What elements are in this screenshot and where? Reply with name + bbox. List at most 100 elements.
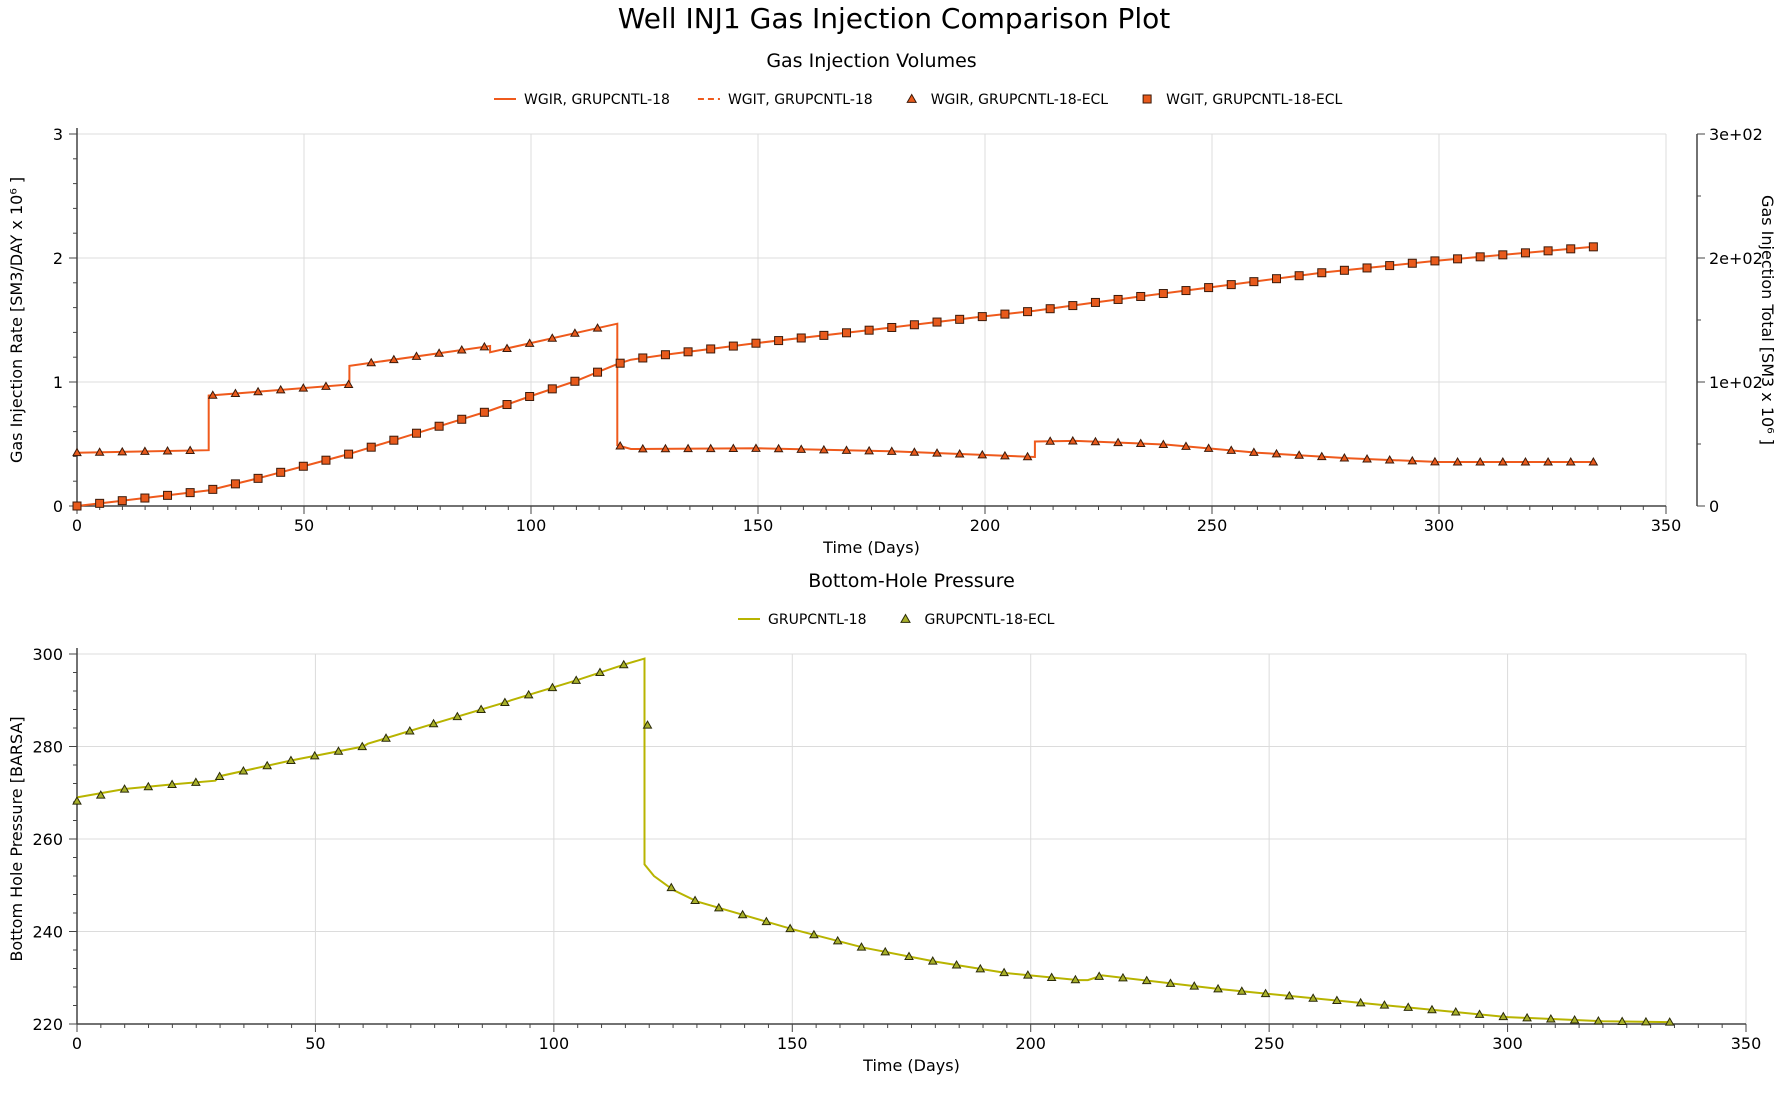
data-point-triangle xyxy=(434,348,444,357)
data-point-triangle xyxy=(119,784,130,793)
x-tick-label: 250 xyxy=(1254,1034,1285,1053)
data-point-triangle xyxy=(1498,1011,1509,1021)
data-point-square xyxy=(95,498,105,508)
gas-injection-panel: Gas Injection Volumes WGIR, GRUPCNTL-18 WG… xyxy=(7,50,1777,557)
data-point-square xyxy=(660,350,670,360)
data-point-triangle xyxy=(1308,993,1318,1002)
data-point-triangle xyxy=(1355,997,1366,1007)
data-point-triangle xyxy=(262,760,273,770)
data-point-square xyxy=(321,455,331,465)
data-point-triangle xyxy=(275,384,286,394)
data-point-triangle xyxy=(1213,983,1223,993)
data-point-triangle xyxy=(321,381,331,390)
data-point-triangle xyxy=(1090,436,1101,446)
data-point-triangle xyxy=(761,916,772,926)
data-point-square xyxy=(117,496,127,506)
data-point-triangle xyxy=(1118,972,1128,982)
data-point-square xyxy=(457,414,467,424)
data-point-triangle xyxy=(637,443,648,453)
data-point-square xyxy=(932,317,942,327)
data-point-triangle xyxy=(1284,990,1295,1000)
data-point-square xyxy=(955,314,965,324)
data-point-triangle xyxy=(404,725,415,735)
data-point-triangle xyxy=(452,711,463,721)
data-point-triangle xyxy=(927,956,938,965)
data-point-square xyxy=(615,358,625,368)
data-point-triangle xyxy=(1165,978,1176,987)
data-point-square xyxy=(841,328,851,338)
y2-tick-label: 1e+02 xyxy=(1709,373,1763,392)
y-tick-label: 260 xyxy=(32,830,63,849)
data-point-square xyxy=(1294,271,1304,281)
data-point-square xyxy=(1181,286,1191,296)
data-point-square xyxy=(1339,265,1349,275)
x-tick-label: 350 xyxy=(1651,516,1682,535)
data-point-square xyxy=(1453,254,1463,264)
chart-main-title: Well INJ1 Gas Injection Comparison Plot xyxy=(618,2,1171,35)
data-point-triangle xyxy=(683,443,693,453)
data-point-triangle xyxy=(796,444,807,453)
data-point-triangle xyxy=(1260,988,1271,998)
y-tick-label: 280 xyxy=(32,738,63,757)
data-point-triangle xyxy=(951,959,962,969)
data-point-square xyxy=(819,330,829,340)
data-point-square xyxy=(1113,294,1123,304)
x-tick-label: 150 xyxy=(743,516,774,535)
data-point-square xyxy=(977,312,987,322)
data-point-triangle xyxy=(72,796,82,805)
data-point-square xyxy=(276,467,286,477)
data-point-square xyxy=(1226,280,1236,290)
data-point-square xyxy=(1000,309,1010,319)
data-point-triangle xyxy=(502,343,512,352)
data-point-triangle xyxy=(1189,981,1200,990)
data-point-triangle xyxy=(595,667,605,677)
data-point-triangle xyxy=(1617,1016,1628,1025)
data-point-square xyxy=(593,367,603,377)
data-point-triangle xyxy=(1593,1016,1604,1025)
data-point-triangle xyxy=(666,882,677,892)
data-point-square xyxy=(1272,274,1282,284)
x-tick-label: 50 xyxy=(305,1034,325,1053)
data-point-square xyxy=(163,490,173,500)
x-tick-label: 250 xyxy=(1197,516,1228,535)
data-point-triangle xyxy=(547,682,558,692)
data-point-triangle xyxy=(1046,972,1057,981)
data-point-square xyxy=(864,325,874,335)
panel-title: Gas Injection Volumes xyxy=(766,50,976,72)
data-point-triangle xyxy=(809,929,819,939)
data-point-triangle xyxy=(207,390,218,399)
data-point-square xyxy=(796,333,806,343)
data-point-square xyxy=(1136,291,1146,301)
y-tick-label: 2 xyxy=(53,249,63,268)
data-point-triangle xyxy=(476,704,486,714)
data-point-triangle xyxy=(1565,456,1576,466)
data-point-triangle xyxy=(1497,456,1508,466)
data-point-triangle xyxy=(977,449,988,459)
data-point-triangle xyxy=(880,946,891,956)
data-point-triangle xyxy=(479,341,490,351)
data-point-triangle xyxy=(1403,1002,1414,1011)
data-point-triangle xyxy=(524,338,535,347)
data-point-triangle xyxy=(728,443,739,452)
data-point-triangle xyxy=(1664,1017,1675,1026)
data-point-square xyxy=(140,493,150,503)
legend-swatch-triangle xyxy=(900,613,911,623)
data-point-triangle xyxy=(1045,436,1056,445)
data-point-triangle xyxy=(1430,456,1440,466)
data-point-square xyxy=(728,341,738,351)
x-axis-label: Time (Days) xyxy=(822,538,920,557)
data-point-triangle xyxy=(1520,456,1531,466)
data-point-square xyxy=(1588,242,1598,252)
data-point-triangle xyxy=(737,909,748,919)
data-point-square xyxy=(344,449,354,459)
data-point-triangle xyxy=(642,720,653,729)
data-point-square xyxy=(570,376,580,386)
data-point-square xyxy=(366,442,376,452)
data-point-triangle xyxy=(1545,1013,1556,1023)
data-point-triangle xyxy=(253,386,263,396)
data-point-triangle xyxy=(1022,451,1033,461)
data-point-square xyxy=(1475,252,1485,262)
x-tick-label: 150 xyxy=(777,1034,808,1053)
x-tick-label: 350 xyxy=(1731,1034,1762,1053)
